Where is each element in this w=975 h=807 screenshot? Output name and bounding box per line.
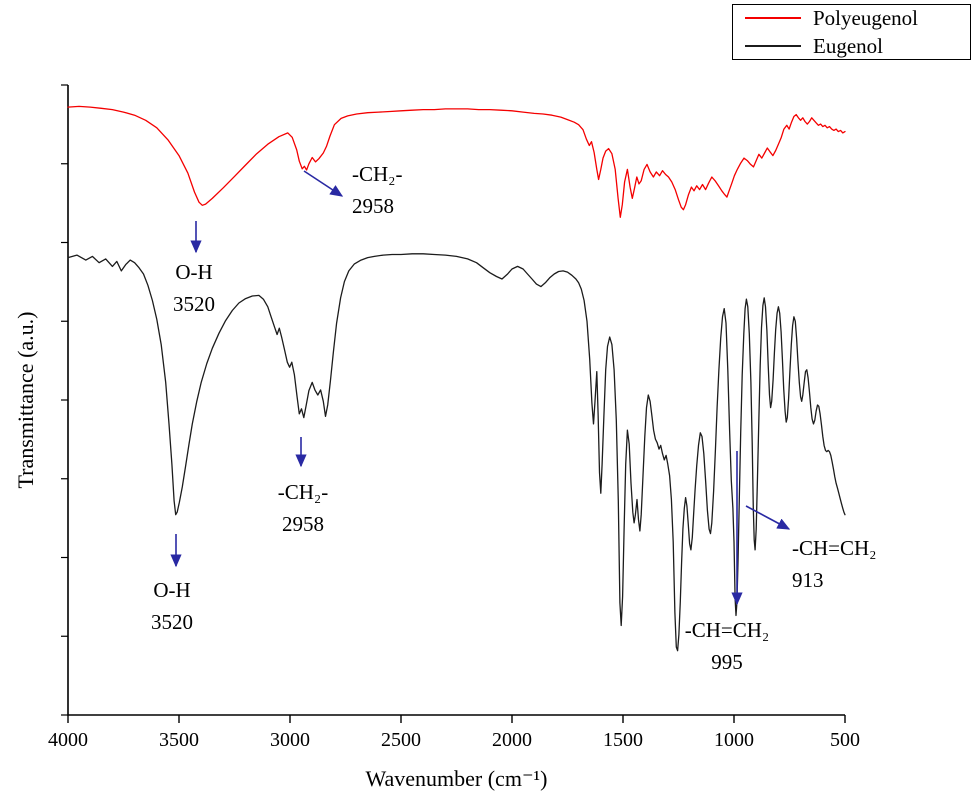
x-tick-label: 2500	[381, 729, 421, 751]
annotation-polyeugenol-ch2: -CH₂- 2958	[352, 162, 403, 218]
polyeugenol-line-sample	[745, 17, 801, 19]
legend-label-polyeugenol: Polyeugenol	[813, 5, 918, 30]
spectrum-polyeugenol	[67, 105, 846, 218]
legend-item-eugenol: Eugenol	[745, 33, 970, 58]
x-tick-label: 3000	[270, 729, 310, 751]
annotation-eugenol-vinyl-995: -CH=CH₂ 995	[684, 618, 770, 674]
spectrum-eugenol	[67, 253, 846, 652]
x-tick-label: 4000	[48, 729, 88, 751]
annotation-polyeugenol-oh: O-H 3520	[173, 260, 215, 316]
annotation-eugenol-oh: O-H 3520	[151, 578, 193, 634]
y-axis-label: Transmittance (a.u.)	[13, 311, 38, 489]
annotation-eugenol-ch2: -CH₂- 2958	[277, 480, 329, 536]
annotation-arrow-polyeugenol-ch2	[303, 170, 344, 197]
annotation-eugenol-vinyl-913: -CH=CH₂ 913	[792, 536, 877, 592]
x-tick-label: 2000	[492, 729, 532, 751]
eugenol-line-sample	[745, 45, 801, 47]
x-tick-label: 1000	[714, 729, 754, 751]
annotation-arrow-eugenol-vinyl-913	[745, 505, 791, 530]
x-axis-label: Wavenumber (cm⁻¹)	[365, 766, 548, 791]
x-tick-label: 3500	[159, 729, 199, 751]
x-tick-label: 1500	[603, 729, 643, 751]
legend: Polyeugenol Eugenol	[732, 4, 971, 60]
x-tick-label: 500	[830, 729, 860, 751]
legend-item-polyeugenol: Polyeugenol	[745, 5, 970, 30]
legend-label-eugenol: Eugenol	[813, 33, 883, 58]
